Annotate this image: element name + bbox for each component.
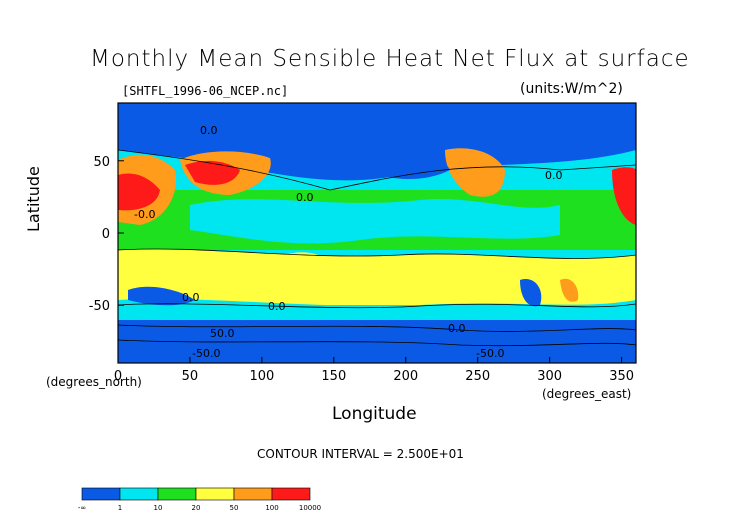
x-tick-label: 250 xyxy=(465,369,490,384)
units-label: (units:W/m^2) xyxy=(520,81,623,97)
australia-yellow xyxy=(285,252,330,275)
east-pacific-blue xyxy=(520,279,542,307)
legend-label: 20 xyxy=(192,504,201,512)
legend-label: 1 xyxy=(118,504,122,512)
file-label: [SHTFL_1996-06_NCEP.nc] xyxy=(122,84,289,98)
north-america-orange xyxy=(445,148,505,197)
y-tick-label: 0 xyxy=(102,227,110,242)
legend-label: 100 xyxy=(265,504,278,512)
map-title: Monthly Mean Sensible Heat Net Flux at s… xyxy=(90,46,690,72)
contour-label: 0.0 xyxy=(448,322,466,335)
x-axis-note: (degrees_east) xyxy=(542,387,632,401)
legend-label: -∞ xyxy=(78,504,86,512)
west-africa-red xyxy=(612,167,636,225)
x-tick-label: 100 xyxy=(249,369,274,384)
legend-label: 10000 xyxy=(299,504,321,512)
contour-label: -50.0 xyxy=(192,347,220,360)
antarctic-blue-zone xyxy=(118,320,636,363)
legend-swatch xyxy=(119,487,159,501)
contour-label: 0.0 xyxy=(200,124,218,137)
x-axis-label: Longitude xyxy=(332,404,417,424)
legend-label: 10 xyxy=(154,504,163,512)
contour-label: 0.0 xyxy=(545,169,563,182)
legend-swatch xyxy=(81,487,121,501)
flux-field: 0.0 0.0 0.0 -0.0 0.0 0.0 50.0 -50.0 -50.… xyxy=(118,103,636,363)
contour-lines xyxy=(118,149,636,347)
contour-label: -0.0 xyxy=(134,208,155,221)
legend-swatch xyxy=(271,487,311,501)
contour-label: 50.0 xyxy=(210,327,235,340)
legend-label: 50 xyxy=(230,504,239,512)
equatorial-cyan-zone xyxy=(190,199,560,244)
color-legend: -∞ 1 10 20 50 100 10000 xyxy=(78,487,321,512)
contour-label: 0.0 xyxy=(268,300,286,313)
sahara-red xyxy=(118,173,160,211)
y-tick-label: -50 xyxy=(89,299,110,314)
contour-interval-text: CONTOUR INTERVAL = 2.500E+01 xyxy=(257,447,464,461)
legend-swatch xyxy=(233,487,273,501)
x-tick-label: 350 xyxy=(609,369,634,384)
x-tick-label: 0 xyxy=(114,369,122,384)
x-tick-label: 50 xyxy=(182,369,199,384)
contour-label: 0.0 xyxy=(182,291,200,304)
x-tick-label: 200 xyxy=(393,369,418,384)
y-axis-note: (degrees_north) xyxy=(46,375,142,389)
contour-label: 0.0 xyxy=(296,191,314,204)
legend-swatch xyxy=(195,487,235,501)
x-tick-label: 300 xyxy=(537,369,562,384)
central-asia-red xyxy=(185,160,240,185)
y-tick-label: 50 xyxy=(93,155,110,170)
x-tick-label: 150 xyxy=(321,369,346,384)
contour-value-labels: 0.0 0.0 0.0 -0.0 0.0 0.0 50.0 -50.0 -50.… xyxy=(134,124,563,360)
legend-swatch xyxy=(157,487,197,501)
south-america-orange xyxy=(560,278,579,302)
axis-ticks: 0 50 100 150 200 250 300 350 -50 0 50 xyxy=(89,155,634,384)
south-africa-blue xyxy=(128,286,195,306)
mid-pacific-blue xyxy=(360,146,450,180)
contour-label: -50.0 xyxy=(476,347,504,360)
south-yellow-zone xyxy=(118,248,636,305)
